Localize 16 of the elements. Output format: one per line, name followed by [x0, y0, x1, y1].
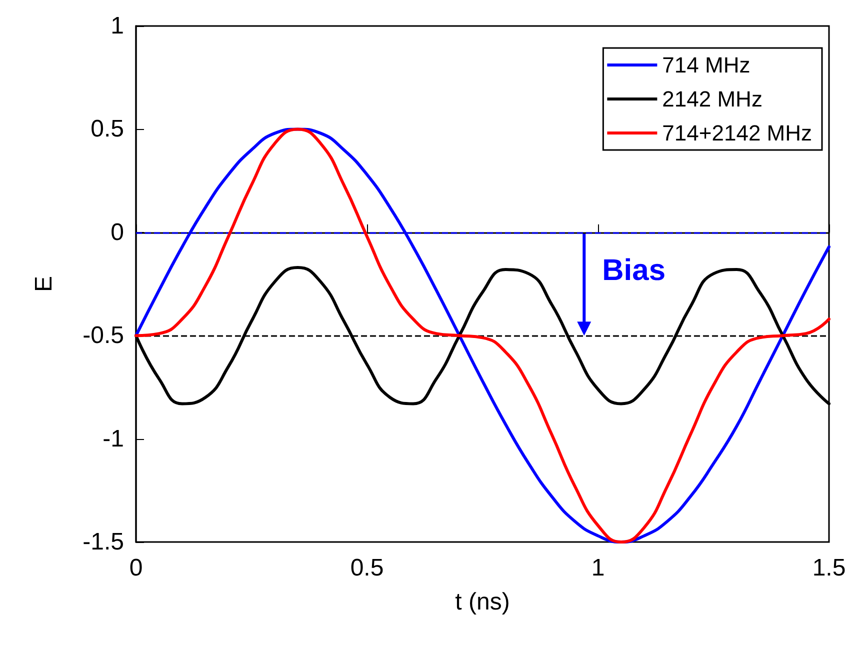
y-tick-label: 1 — [110, 12, 124, 40]
annotation: Bias — [602, 254, 666, 288]
legend-label: 714+2142 MHz — [662, 120, 812, 146]
legend-label: 2142 MHz — [662, 86, 762, 112]
x-tick-label: 1 — [591, 554, 605, 582]
legend-label: 714 MHz — [662, 52, 750, 78]
y-axis-title: E — [30, 276, 58, 292]
y-tick-label: 0.5 — [90, 116, 124, 143]
y-tick-label: -1.5 — [82, 528, 124, 556]
y-tick-label: -0.5 — [82, 322, 124, 350]
x-tick-label: 0.5 — [350, 554, 384, 582]
y-tick-label: 0 — [110, 218, 124, 246]
x-tick-label: 1.5 — [812, 554, 846, 582]
x-tick-label: 0 — [129, 554, 143, 582]
y-tick-label: -1 — [102, 425, 124, 452]
x-axis-title: t (ns) — [455, 588, 510, 616]
